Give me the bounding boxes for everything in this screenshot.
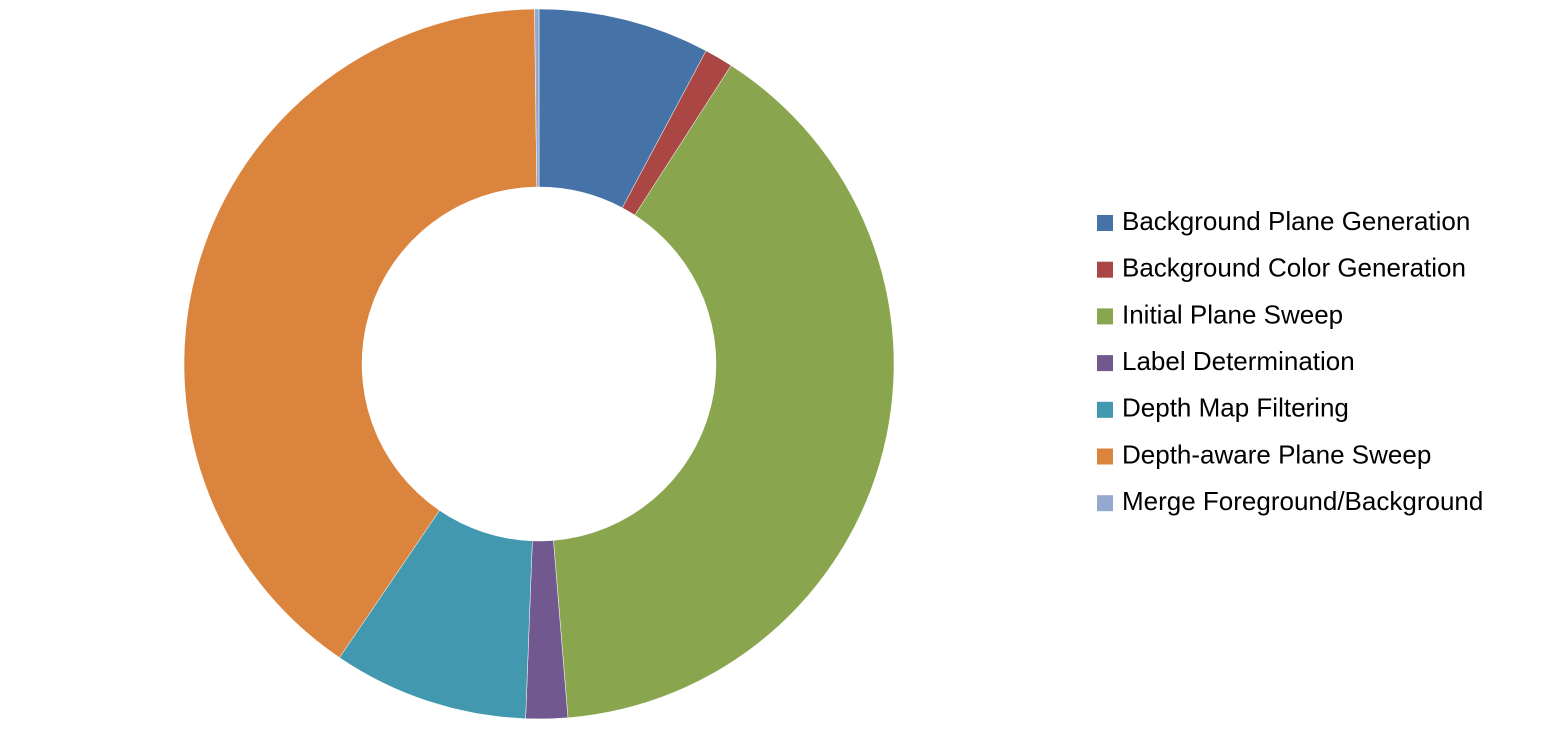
- legend-label: Background Color Generation: [1122, 253, 1466, 283]
- donut-slice: [534, 8, 540, 188]
- legend-swatch: [1097, 215, 1113, 231]
- legend-label: Depth Map Filtering: [1122, 393, 1349, 423]
- legend-label: Label Determination: [1122, 346, 1355, 376]
- legend-label: Initial Plane Sweep: [1122, 299, 1343, 329]
- legend-label: Background Plane Generation: [1122, 206, 1470, 236]
- legend-swatch: [1097, 308, 1113, 325]
- legend-swatch: [1097, 401, 1113, 418]
- legend-swatch: [1097, 448, 1113, 465]
- legend-label: Depth-aware Plane Sweep: [1122, 439, 1431, 469]
- legend-swatch: [1097, 261, 1113, 278]
- legend-swatch: [1097, 495, 1113, 512]
- legend-swatch: [1097, 355, 1113, 372]
- legend-label: Merge Foreground/Background: [1122, 486, 1483, 516]
